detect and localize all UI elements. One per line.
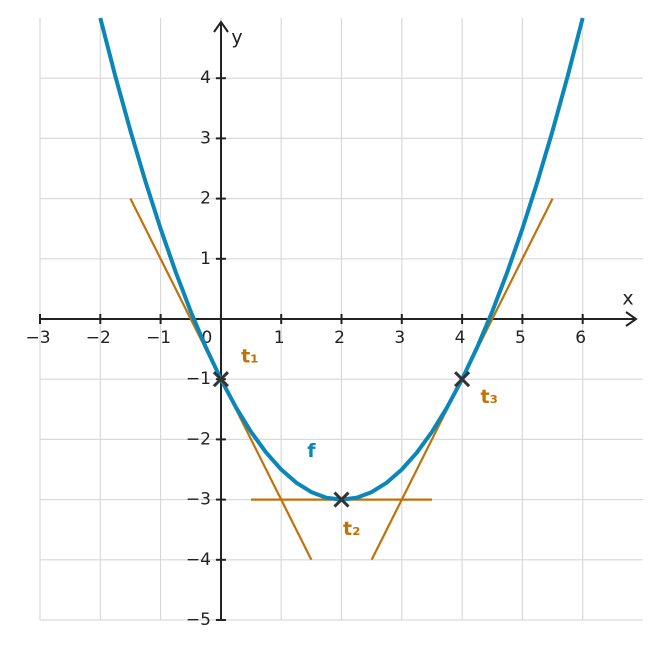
x-tick-label: 6 — [575, 328, 586, 348]
y-tick-label: 1 — [200, 249, 211, 269]
y-tick-label: −3 — [186, 490, 211, 510]
x-tick-label: 0 — [201, 328, 212, 348]
x-tick-label: 4 — [455, 328, 466, 348]
y-tick-label: 4 — [200, 68, 211, 88]
series-label: t₃ — [481, 386, 498, 408]
y-tick-label: −2 — [186, 429, 211, 449]
point-marker — [454, 371, 471, 388]
x-tick-label: −3 — [25, 328, 50, 348]
x-arrow — [625, 311, 638, 327]
x-tick-label: −1 — [146, 328, 171, 348]
plot: t₁ t₂ t₃ f — [98, 17, 585, 561]
x-tick-label: 1 — [274, 328, 285, 348]
y-tick-label: 3 — [200, 128, 211, 148]
x-tick-label: 3 — [394, 328, 405, 348]
y-arrow — [213, 20, 229, 33]
series-label: f — [307, 440, 316, 462]
series-label: t₂ — [343, 518, 360, 540]
x-tick-label: 5 — [515, 328, 526, 348]
point-marker — [333, 491, 350, 508]
x-tick-label: −2 — [86, 328, 111, 348]
y-tick-label: 2 — [200, 189, 211, 209]
point-marker — [212, 371, 229, 388]
y-tick-label: −5 — [186, 610, 211, 630]
series-label: t₁ — [241, 345, 258, 367]
x-axis-label: x — [622, 288, 633, 310]
x-tick-label: 2 — [334, 328, 345, 348]
y-tick-label: −1 — [186, 369, 211, 389]
y-tick-label: −4 — [186, 550, 211, 570]
axes: x y −3 −2 −1 0 1 2 3 4 5 6 −5 −4 −3 −2 −1 1 2 3 4 — [25, 20, 638, 630]
y-axis-label: y — [231, 27, 242, 49]
